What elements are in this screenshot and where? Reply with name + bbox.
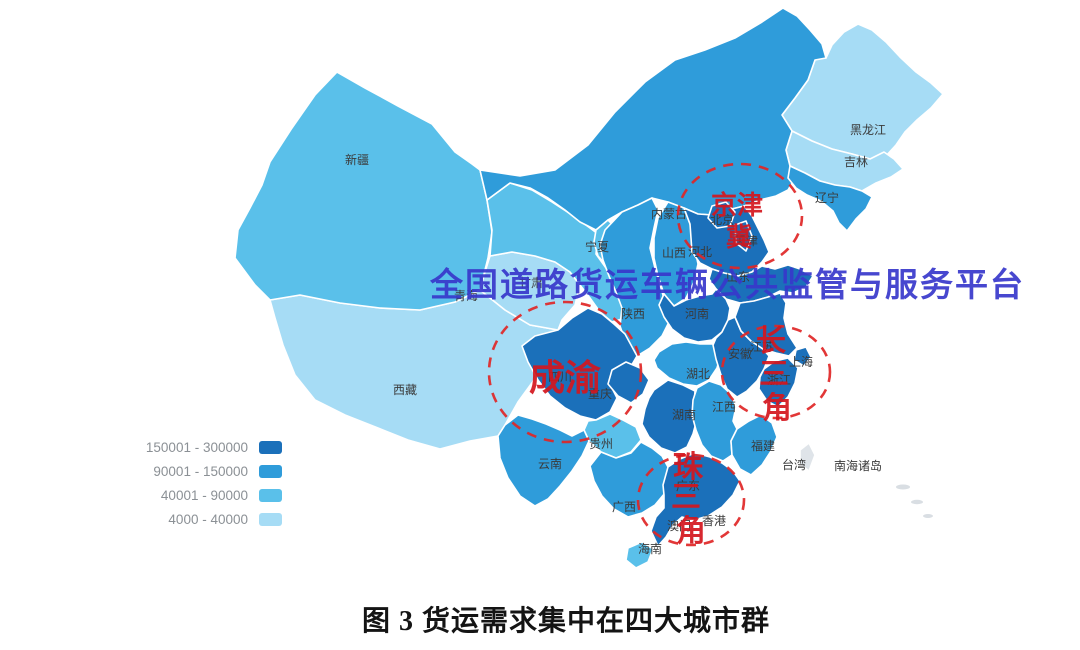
label-beijing: 北京 <box>710 213 734 227</box>
figure-caption: 图 3 货运需求集中在四大城市群 <box>361 606 770 637</box>
province-beijing <box>707 201 736 229</box>
province-zhejiang <box>758 357 799 408</box>
province-tianjin <box>734 220 753 252</box>
province-xinjiang <box>234 71 493 311</box>
label-hubei: 湖北 <box>686 366 710 381</box>
label-nanhai-islands: 南海诸岛 <box>834 458 882 473</box>
label-macau: 澳门 <box>667 518 691 533</box>
label-taiwan: 台湾 <box>782 457 806 472</box>
cluster-label-jiao-east: 角 <box>762 392 792 425</box>
cluster-circle-zhusanjiao <box>636 453 746 547</box>
legend-row: 4000 - 40000 <box>140 512 282 527</box>
label-shanghai: 上海 <box>789 354 813 369</box>
island-shape <box>923 514 933 518</box>
province-jiangxi <box>691 380 738 462</box>
legend-swatch <box>259 441 282 454</box>
label-zhejiang: 浙江 <box>767 373 791 387</box>
label-guangxi: 广西 <box>612 500 636 514</box>
legend-row: 90001 - 150000 <box>140 464 282 479</box>
legend-label: 90001 - 150000 <box>153 464 248 479</box>
province-liaoning <box>787 165 873 232</box>
cluster-label-san-east: 三 <box>759 358 789 391</box>
label-sichuan: 四川 <box>548 370 572 384</box>
label-shanxi: 山西 <box>662 246 686 260</box>
label-hongkong: 香港 <box>702 514 726 528</box>
province-taiwan <box>799 442 816 472</box>
legend-swatch <box>259 513 282 526</box>
legend-swatch <box>259 489 282 502</box>
hongkong-dot <box>697 508 703 514</box>
cluster-label-jiao-south: 角 <box>676 515 706 548</box>
legend-row: 150001 - 300000 <box>140 440 282 455</box>
cluster-circle-jingjinji <box>676 162 804 270</box>
cluster-label-san-south: 三 <box>671 481 701 514</box>
province-hunan <box>641 379 698 454</box>
cluster-label-chengyu: 成渝 <box>529 358 601 398</box>
label-fujian: 福建 <box>751 438 775 453</box>
province-hubei <box>653 341 722 387</box>
watermark: 全国道路货运车辆公共监管与服务平台 <box>430 266 1025 303</box>
cluster-label-chang: 长 <box>756 325 786 358</box>
cluster-circle-chengyu <box>487 300 643 444</box>
province-shanghai <box>793 346 812 367</box>
legend-label: 40001 - 90000 <box>160 488 248 503</box>
south-china-sea-islands <box>896 484 933 518</box>
legend-label: 4000 - 40000 <box>168 512 248 527</box>
island-shape <box>896 484 910 490</box>
macau-dot <box>685 514 689 518</box>
label-hunan: 湖南 <box>672 407 696 422</box>
cluster-circle-changsanjiao <box>720 324 832 420</box>
label-heilongjiang: 黑龙江 <box>850 123 886 137</box>
label-guangdong: 广东 <box>676 479 700 493</box>
province-shapes <box>234 7 944 569</box>
label-shandong: 山东 <box>726 270 750 284</box>
cluster-label-ji: 冀 <box>726 223 752 252</box>
label-shaanxi: 陕西 <box>621 306 645 321</box>
label-chongqing: 重庆 <box>588 387 612 401</box>
cluster-label-zhu: 珠 <box>673 451 704 484</box>
label-hebei: 河北 <box>688 245 712 259</box>
label-jiangxi: 江西 <box>712 400 736 414</box>
label-jilin: 吉林 <box>844 155 868 169</box>
cluster-labels: 京津 冀 成渝 长 三 角 珠 三 角 <box>529 190 792 548</box>
label-yunnan: 云南 <box>538 456 562 471</box>
island-shape <box>911 499 923 505</box>
label-gansu: 甘肃 <box>519 276 543 290</box>
province-labels: 新疆 西藏 青海 甘肃 宁夏 内蒙古 黑龙江 吉林 辽宁 北京 天津 河北 山西… <box>345 123 886 556</box>
cluster-label-jingjin: 京津 <box>711 190 763 220</box>
label-henan: 河南 <box>685 306 709 321</box>
label-qinghai: 青海 <box>454 288 478 303</box>
label-xizang: 西藏 <box>393 383 417 397</box>
label-xinjiang: 新疆 <box>345 152 369 167</box>
legend-row: 40001 - 90000 <box>140 488 282 503</box>
label-neimenggu: 内蒙古 <box>651 206 687 221</box>
province-hainan <box>625 541 654 569</box>
label-jiangsu: 江苏 <box>750 340 774 354</box>
legend-label: 150001 - 300000 <box>145 440 248 455</box>
label-tianjin: 天津 <box>734 234 758 248</box>
legend: 150001 - 300000 90001 - 150000 40001 - 9… <box>140 440 282 537</box>
label-liaoning: 辽宁 <box>815 190 839 205</box>
province-yunnan <box>497 414 590 507</box>
legend-swatch <box>259 465 282 478</box>
province-shaanxi <box>599 197 671 357</box>
cluster-circles <box>487 162 832 547</box>
label-guizhou: 贵州 <box>589 437 613 451</box>
label-ningxia: 宁夏 <box>585 239 609 254</box>
label-hainan: 海南 <box>638 541 662 556</box>
label-anhui: 安徽 <box>728 346 752 361</box>
